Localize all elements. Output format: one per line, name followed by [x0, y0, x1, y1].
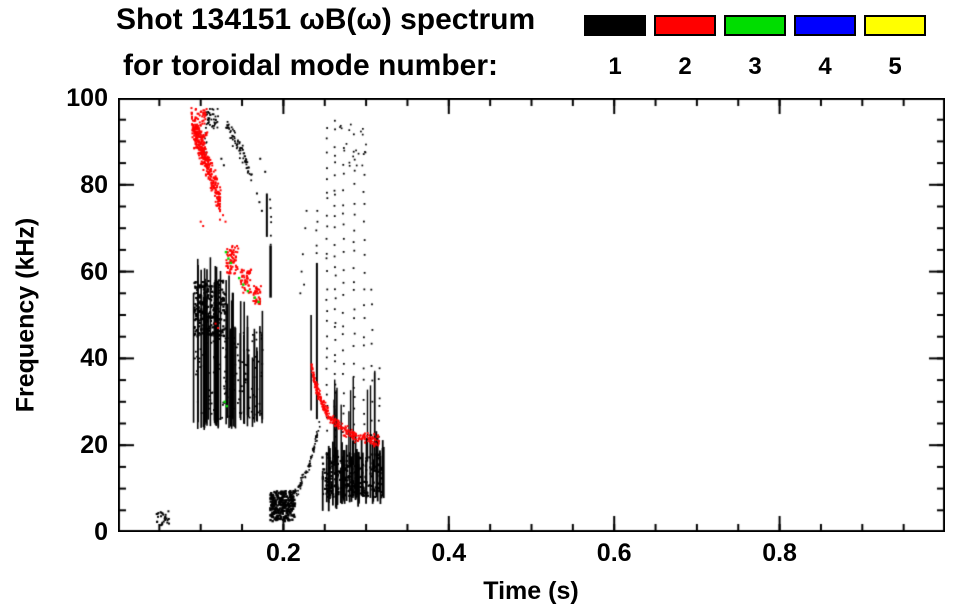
chart-subtitle: for toroidal mode number: [123, 49, 498, 82]
legend-mode-number-3: 3 [748, 53, 762, 80]
y-tick-label: 20 [80, 431, 108, 460]
x-axis-label: Time (s) [483, 577, 579, 605]
y-tick-label: 0 [94, 518, 108, 546]
y-tick-label: 40 [80, 344, 108, 373]
chart-title: Shot 134151 ωB(ω) spectrum [116, 3, 536, 36]
legend-mode-numbers: 1 2 3 4 5 [584, 53, 926, 81]
spectrum-plot-canvas [118, 98, 945, 532]
legend-mode-number-2: 2 [678, 53, 692, 80]
x-tick-label: 0.4 [431, 539, 467, 567]
legend-swatch-mode-5 [864, 15, 926, 36]
legend-swatch-mode-2 [654, 15, 716, 36]
y-tick-label: 60 [80, 257, 108, 286]
x-tick-label: 0.6 [596, 539, 632, 567]
x-tick-label: 0.2 [266, 539, 301, 567]
legend-swatch-mode-4 [794, 15, 856, 36]
legend-swatch-mode-3 [724, 15, 786, 36]
legend-mode-number-5: 5 [888, 53, 902, 80]
legend-mode-number-4: 4 [818, 53, 832, 80]
y-axis-label: Frequency (kHz) [11, 217, 40, 413]
legend-mode-number-1: 1 [608, 53, 622, 80]
legend-swatch-mode-1 [584, 15, 646, 36]
y-tick-label: 100 [66, 84, 108, 112]
y-tick-label: 80 [80, 170, 108, 199]
legend-swatches [584, 15, 926, 36]
x-tick-label: 0.8 [762, 539, 797, 567]
